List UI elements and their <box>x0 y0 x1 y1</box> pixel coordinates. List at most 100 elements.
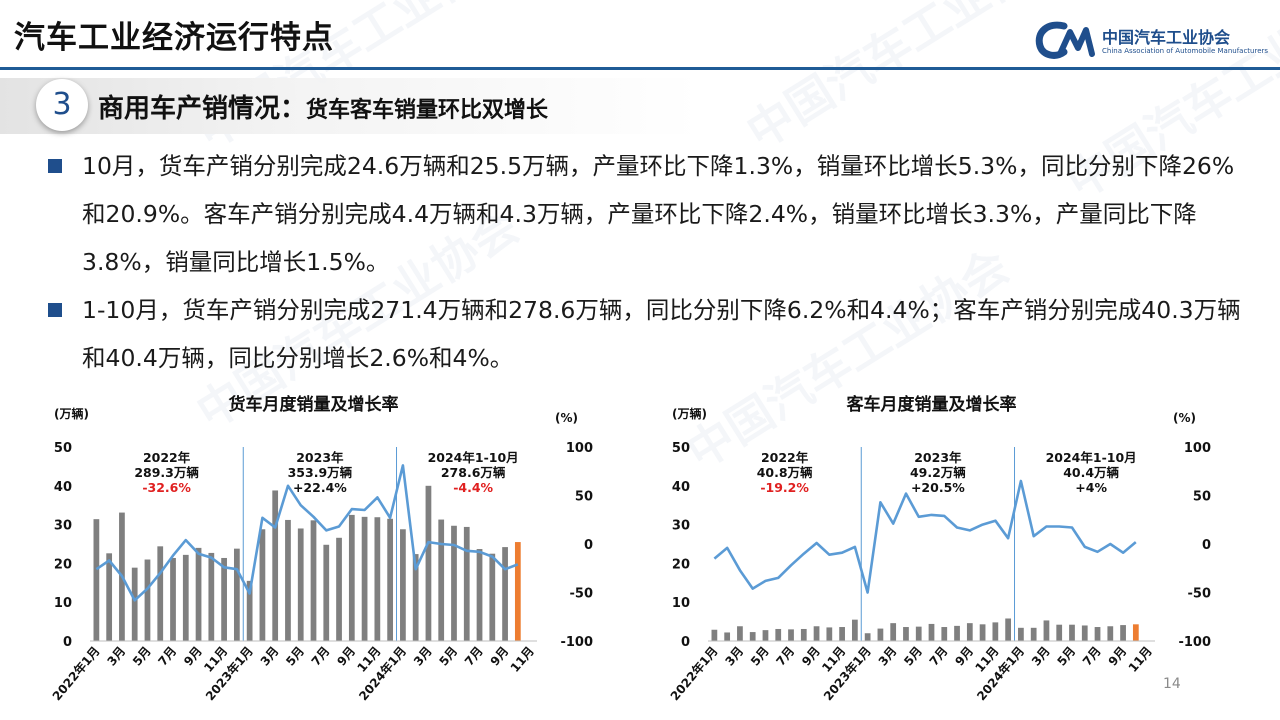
bullet-item-ytd: 1-10月，货车产销分别完成271.4万辆和278.6万辆，同比分别下降6.2%… <box>48 286 1243 382</box>
x-axis-tick-label: 5月 <box>436 644 460 669</box>
sales-bar <box>941 627 948 641</box>
right-axis-tick-label: 100 <box>1184 441 1211 456</box>
sales-bar <box>737 626 743 641</box>
period-label: 2024年1-10月 <box>1046 450 1137 465</box>
period-label: 2024年1-10月 <box>428 450 519 465</box>
sales-bar <box>979 624 986 641</box>
sales-bar <box>323 544 330 641</box>
caam-logo-icon <box>1035 21 1095 59</box>
sales-bar <box>1107 626 1114 641</box>
period-label: 2023年 <box>914 450 962 465</box>
x-axis-tick-label: 5月 <box>130 644 154 669</box>
sales-bar <box>1094 627 1101 641</box>
x-axis-tick-label: 7月 <box>156 644 180 669</box>
sales-bar <box>476 549 483 641</box>
section-number-badge: 3 <box>36 79 88 131</box>
left-axis-tick-label: 40 <box>54 480 72 495</box>
period-growth: -32.6% <box>142 480 191 495</box>
section-heading-background <box>0 78 700 134</box>
sales-bar <box>451 525 457 641</box>
sales-bar <box>788 629 794 641</box>
sales-bar <box>864 633 871 641</box>
section-heading: 3 商用车产销情况：货车客车销量环比双增长 <box>0 72 1280 138</box>
left-axis-tick-label: 0 <box>63 635 72 650</box>
sales-bar <box>890 623 897 641</box>
sales-bar <box>400 529 406 641</box>
section-subtitle: 货车客车销量环比双增长 <box>306 98 549 123</box>
sales-bar <box>157 546 164 641</box>
section-title: 商用车产销情况：货车客车销量环比双增长 <box>98 88 548 125</box>
sales-bar <box>489 553 496 641</box>
x-axis-tick-label: 5月 <box>901 644 925 669</box>
sales-bar <box>1120 625 1126 641</box>
sales-bar <box>208 552 215 641</box>
sales-bar <box>438 519 445 641</box>
sales-bar <box>412 554 419 641</box>
period-growth: +20.5% <box>911 480 965 495</box>
x-axis-tick-label: 7月 <box>774 644 798 669</box>
x-axis-tick-label: 5月 <box>748 644 772 669</box>
period-total: 353.9万辆 <box>288 465 353 480</box>
sales-bar <box>1081 625 1088 641</box>
sales-bar <box>195 547 202 641</box>
header: 汽车工业经济运行特点 中国汽车工业协会 China Association of… <box>0 0 1280 70</box>
bus-sales-chart: 客车月度销量及增长率 (万辆) (%) 0 10 20 30 40 50 -100 -50 0 50 10… <box>667 394 1211 703</box>
truck-sales-chart: 货车月度销量及增长率 (万辆) (%) 0 10 20 30 40 50 -100 -50 0 50 10… <box>49 394 594 703</box>
left-axis-tick-label: 40 <box>672 480 690 495</box>
sales-bar <box>182 554 189 641</box>
period-total: 278.6万辆 <box>441 465 506 480</box>
sales-bar <box>915 626 922 641</box>
period-total: 40.8万辆 <box>757 465 813 480</box>
growth-rate-line <box>95 464 519 602</box>
period-total: 49.2万辆 <box>910 465 966 480</box>
sales-bar <box>259 529 266 641</box>
left-axis-unit: (万辆) <box>54 406 89 421</box>
bullet-square-icon <box>48 303 62 317</box>
right-axis-tick-label: 100 <box>566 441 593 456</box>
x-axis-tick-label: 3月 <box>104 644 128 669</box>
sales-bar <box>144 559 151 641</box>
right-axis-tick-label: -50 <box>570 587 594 602</box>
bullet-text: 10月，货车产销分别完成24.6万辆和25.5万辆，产量环比下降1.3%，销量环… <box>82 152 1235 276</box>
sales-bar <box>762 630 769 641</box>
sales-bar <box>839 627 845 641</box>
sales-bar <box>992 622 999 641</box>
sales-bar <box>800 628 807 641</box>
period-growth: +4% <box>1075 480 1107 495</box>
sales-bar <box>1030 627 1037 641</box>
sales-bar <box>361 516 368 641</box>
right-axis-tick-label: 50 <box>575 490 593 505</box>
left-axis-tick-label: 10 <box>54 596 72 611</box>
sales-bar <box>93 519 100 641</box>
sales-bar <box>775 628 782 641</box>
x-axis-tick-label: 3月 <box>1029 644 1053 669</box>
x-axis-tick-label: 3月 <box>411 644 435 669</box>
x-axis-tick-label: 7月 <box>309 644 333 669</box>
bullet-text: 1-10月，货车产销分别完成271.4万辆和278.6万辆，同比分别下降6.2%… <box>82 296 1241 372</box>
x-axis-tick-label: 5月 <box>1054 644 1078 669</box>
x-axis-tick-label: 7月 <box>1080 644 1104 669</box>
sales-bar <box>170 557 176 641</box>
x-axis-tick-label: 3月 <box>722 644 746 669</box>
growth-rate-line <box>713 479 1137 594</box>
header-divider <box>0 67 1280 70</box>
left-axis-tick-label: 50 <box>672 441 690 456</box>
left-axis-tick-label: 50 <box>54 441 72 456</box>
page-title: 汽车工业经济运行特点 <box>14 20 334 56</box>
sales-bar <box>826 627 833 641</box>
sales-bar <box>106 553 113 641</box>
chart-title: 客车月度销量及增长率 <box>846 394 1017 415</box>
sales-bar <box>463 526 470 641</box>
x-axis-tick-label: 11月 <box>508 644 537 675</box>
sales-bar <box>851 619 858 641</box>
sales-bar <box>1069 624 1075 641</box>
sales-bar <box>233 548 240 641</box>
sales-bar <box>749 632 756 641</box>
x-axis-tick-label: 11月 <box>1126 644 1155 675</box>
period-total: 40.4万辆 <box>1063 465 1119 480</box>
page-number: 14 <box>1163 676 1181 692</box>
section-title-main: 商用车产销情况： <box>98 94 307 124</box>
sales-bar <box>1018 627 1024 641</box>
sales-bar <box>1056 624 1063 641</box>
sales-bar <box>348 514 355 641</box>
